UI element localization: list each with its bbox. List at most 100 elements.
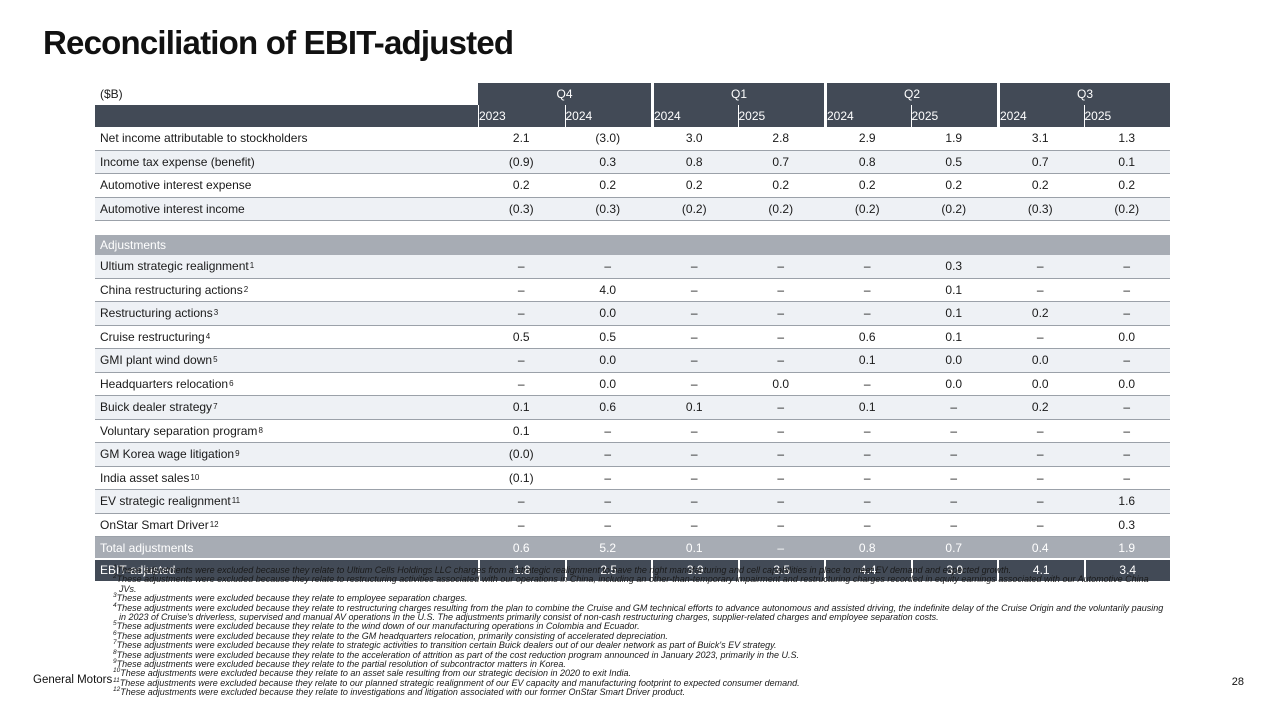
table-row-value: – — [910, 396, 997, 419]
footnote: 6These adjustments were excluded because… — [113, 629, 668, 641]
table-row-label: Net income attributable to stockholders — [100, 131, 308, 146]
table-row-value: – — [1036, 470, 1044, 485]
table-row-value: 0.0 — [945, 376, 963, 391]
table-row-value: – — [863, 470, 871, 485]
table-row: Net income attributable to stockholders 2… — [95, 127, 1170, 151]
table-row-value: (3.0) — [595, 131, 621, 146]
table-row-value: 1.3 — [1118, 131, 1136, 146]
table-row: Buick dealer strategy 7 0.1 0.6 0.1–0.1–0.2– — [95, 396, 1170, 420]
table-row-value: – — [690, 282, 698, 297]
table-row-label: Income tax expense (benefit) — [95, 150, 478, 173]
adjustments-section-label: Adjustments — [100, 238, 167, 252]
table-row: Income tax expense (benefit) (0.9) 0.3 0.8 0… — [95, 150, 1170, 174]
table-row-value: 0.2 — [997, 302, 1084, 325]
ebit-adjusted-row-value: 2.5 — [564, 559, 651, 581]
table-row-value: – — [564, 255, 651, 278]
table-row-value: 0.6 — [564, 396, 651, 419]
table-row-value: – — [824, 490, 911, 513]
table-row-value: – — [1036, 517, 1044, 532]
table-row-value: – — [651, 443, 738, 466]
table-row-value: 0.5 — [599, 329, 617, 344]
quarter-header-q1: Q1 — [651, 83, 824, 105]
table-row-value: 0.2 — [858, 178, 876, 193]
footnote-marker: 7 — [113, 639, 117, 647]
table-row-value: – — [997, 490, 1084, 513]
ebit-adjusted-row: EBIT-adjusted 1.8 2.5 3.9 3.5 4.4 3.0 4.1 3.4 — [95, 559, 1170, 581]
year-header-cell: 2023 — [478, 105, 565, 127]
table-row-value: 0.1 — [945, 329, 963, 344]
ebit-adjusted-row-value: 4.4 — [824, 559, 911, 581]
base-rows-section: Net income attributable to stockholders 2… — [95, 127, 1170, 221]
table-row-value: 0.3 — [910, 255, 997, 278]
table-row-value: 0.1 — [651, 396, 738, 419]
table-row-value: – — [824, 443, 911, 466]
table-row-value: (0.2) — [651, 197, 738, 220]
table-row: EV strategic realignment 11– – – – – – –1.6 — [95, 490, 1170, 514]
table-row: GMI plant wind down 5–0.0– –0.1 0.0 0.0– — [95, 349, 1170, 373]
table-row-value: 0.1 — [824, 396, 911, 419]
table-row-value: – — [690, 329, 698, 344]
year-header-cell: 2024 — [824, 105, 911, 127]
total-adjustments-row-value: 0.6 — [478, 537, 565, 558]
table-row-value: 0.2 — [945, 178, 963, 193]
table-row: Ultium strategic realignment 1– – – – –0.3– – — [95, 255, 1170, 279]
table-row-value: – — [1083, 302, 1170, 325]
year-header-cell: 2025 — [910, 105, 997, 127]
table-row-value: – — [737, 255, 824, 278]
table-row-value: – — [997, 443, 1084, 466]
table-row-value: 0.2 — [997, 396, 1084, 419]
footnote-marker: 5 — [113, 620, 117, 628]
footnote: 8These adjustments were excluded because… — [113, 648, 800, 660]
table-row-value: – — [478, 349, 565, 372]
table-row-value: (0.3) — [564, 197, 651, 220]
table-row-value: 0.0 — [599, 376, 617, 391]
table-row-label: China restructuring actions 2 — [100, 282, 249, 297]
table-row-label: Automotive interest income — [95, 197, 478, 220]
adjustment-rows-section: Ultium strategic realignment 1– – – – –0.3– – C… — [95, 255, 1170, 537]
total-adjustments-row-value: 5.2 — [564, 537, 651, 558]
ebit-adjusted-row-value: 3.4 — [1083, 559, 1170, 581]
table-row-value: – — [1036, 329, 1044, 344]
table-row-value: – — [478, 255, 565, 278]
page-number: 28 — [1231, 676, 1244, 688]
table-row-value: 0.2 — [1118, 178, 1136, 193]
table-row: OnStar Smart Driver 12 – – – – – – – 0.3 — [95, 514, 1170, 537]
page-title: Reconciliation of EBIT-adjusted — [43, 24, 514, 61]
footnote: 10These adjustments were excluded becaus… — [113, 667, 632, 679]
table-row-label: Automotive interest expense — [100, 178, 252, 193]
reconciliation-table: ($B) Q4 Q1 Q2 Q3 2023 2024 2024 2025 2024 2025 20… — [95, 83, 1170, 581]
table-row-value: – — [478, 490, 565, 513]
table-row-value: – — [863, 517, 871, 532]
table-row-label: EV strategic realignment 11 — [95, 490, 478, 513]
total-adjustments-row-value: 0.7 — [910, 537, 997, 558]
section-gap — [95, 221, 1170, 235]
table-row-label: OnStar Smart Driver 12 — [100, 517, 219, 532]
table-row-value: (0.9) — [478, 150, 565, 173]
table-row-value: 0.1 — [910, 302, 997, 325]
table-row-value: 2.1 — [512, 131, 530, 146]
total-row-host: Total adjustments 0.6 5.2 0.1–0.8 0.7 0.4 1.9 — [95, 537, 1170, 558]
ebit-adjusted-row-value: 4.1 — [997, 559, 1084, 581]
table-row-value: 1.6 — [1083, 490, 1170, 513]
total-adjustments-row-value: 0.8 — [824, 537, 911, 558]
table-row-label: India asset sales 10 — [100, 470, 200, 485]
ebit-adjusted-row-value: 3.5 — [737, 559, 824, 581]
total-adjustments-row: Total adjustments 0.6 5.2 0.1–0.8 0.7 0.4 1.9 — [95, 537, 1170, 558]
ebit-adjusted-row-value: 1.8 — [478, 559, 565, 581]
table-row-value: 0.1 — [512, 423, 530, 438]
table-row-value: 0.2 — [685, 178, 703, 193]
table-row-value: – — [1083, 349, 1170, 372]
footnote-marker: 6 — [113, 629, 117, 637]
footnote: 5These adjustments were excluded because… — [113, 620, 640, 632]
table-row-value: 0.0 — [564, 302, 651, 325]
table-row-value: 1.9 — [945, 131, 963, 146]
footnote-marker: 8 — [113, 648, 117, 656]
footnote: 4These adjustments were excluded because… — [113, 601, 1164, 623]
table-row: Cruise restructuring 4 0.5 0.5 – – 0.6 0.1 – 0.0 — [95, 326, 1170, 349]
year-header-cell: 2024 — [564, 105, 651, 127]
footnotes-list: 1These adjustments were excluded because… — [112, 564, 1168, 698]
table-row-label: Cruise restructuring 4 — [100, 329, 211, 344]
table-row-value: 0.8 — [651, 150, 738, 173]
table-row-label: Restructuring actions 3 — [95, 302, 478, 325]
table-row-value: – — [478, 302, 565, 325]
